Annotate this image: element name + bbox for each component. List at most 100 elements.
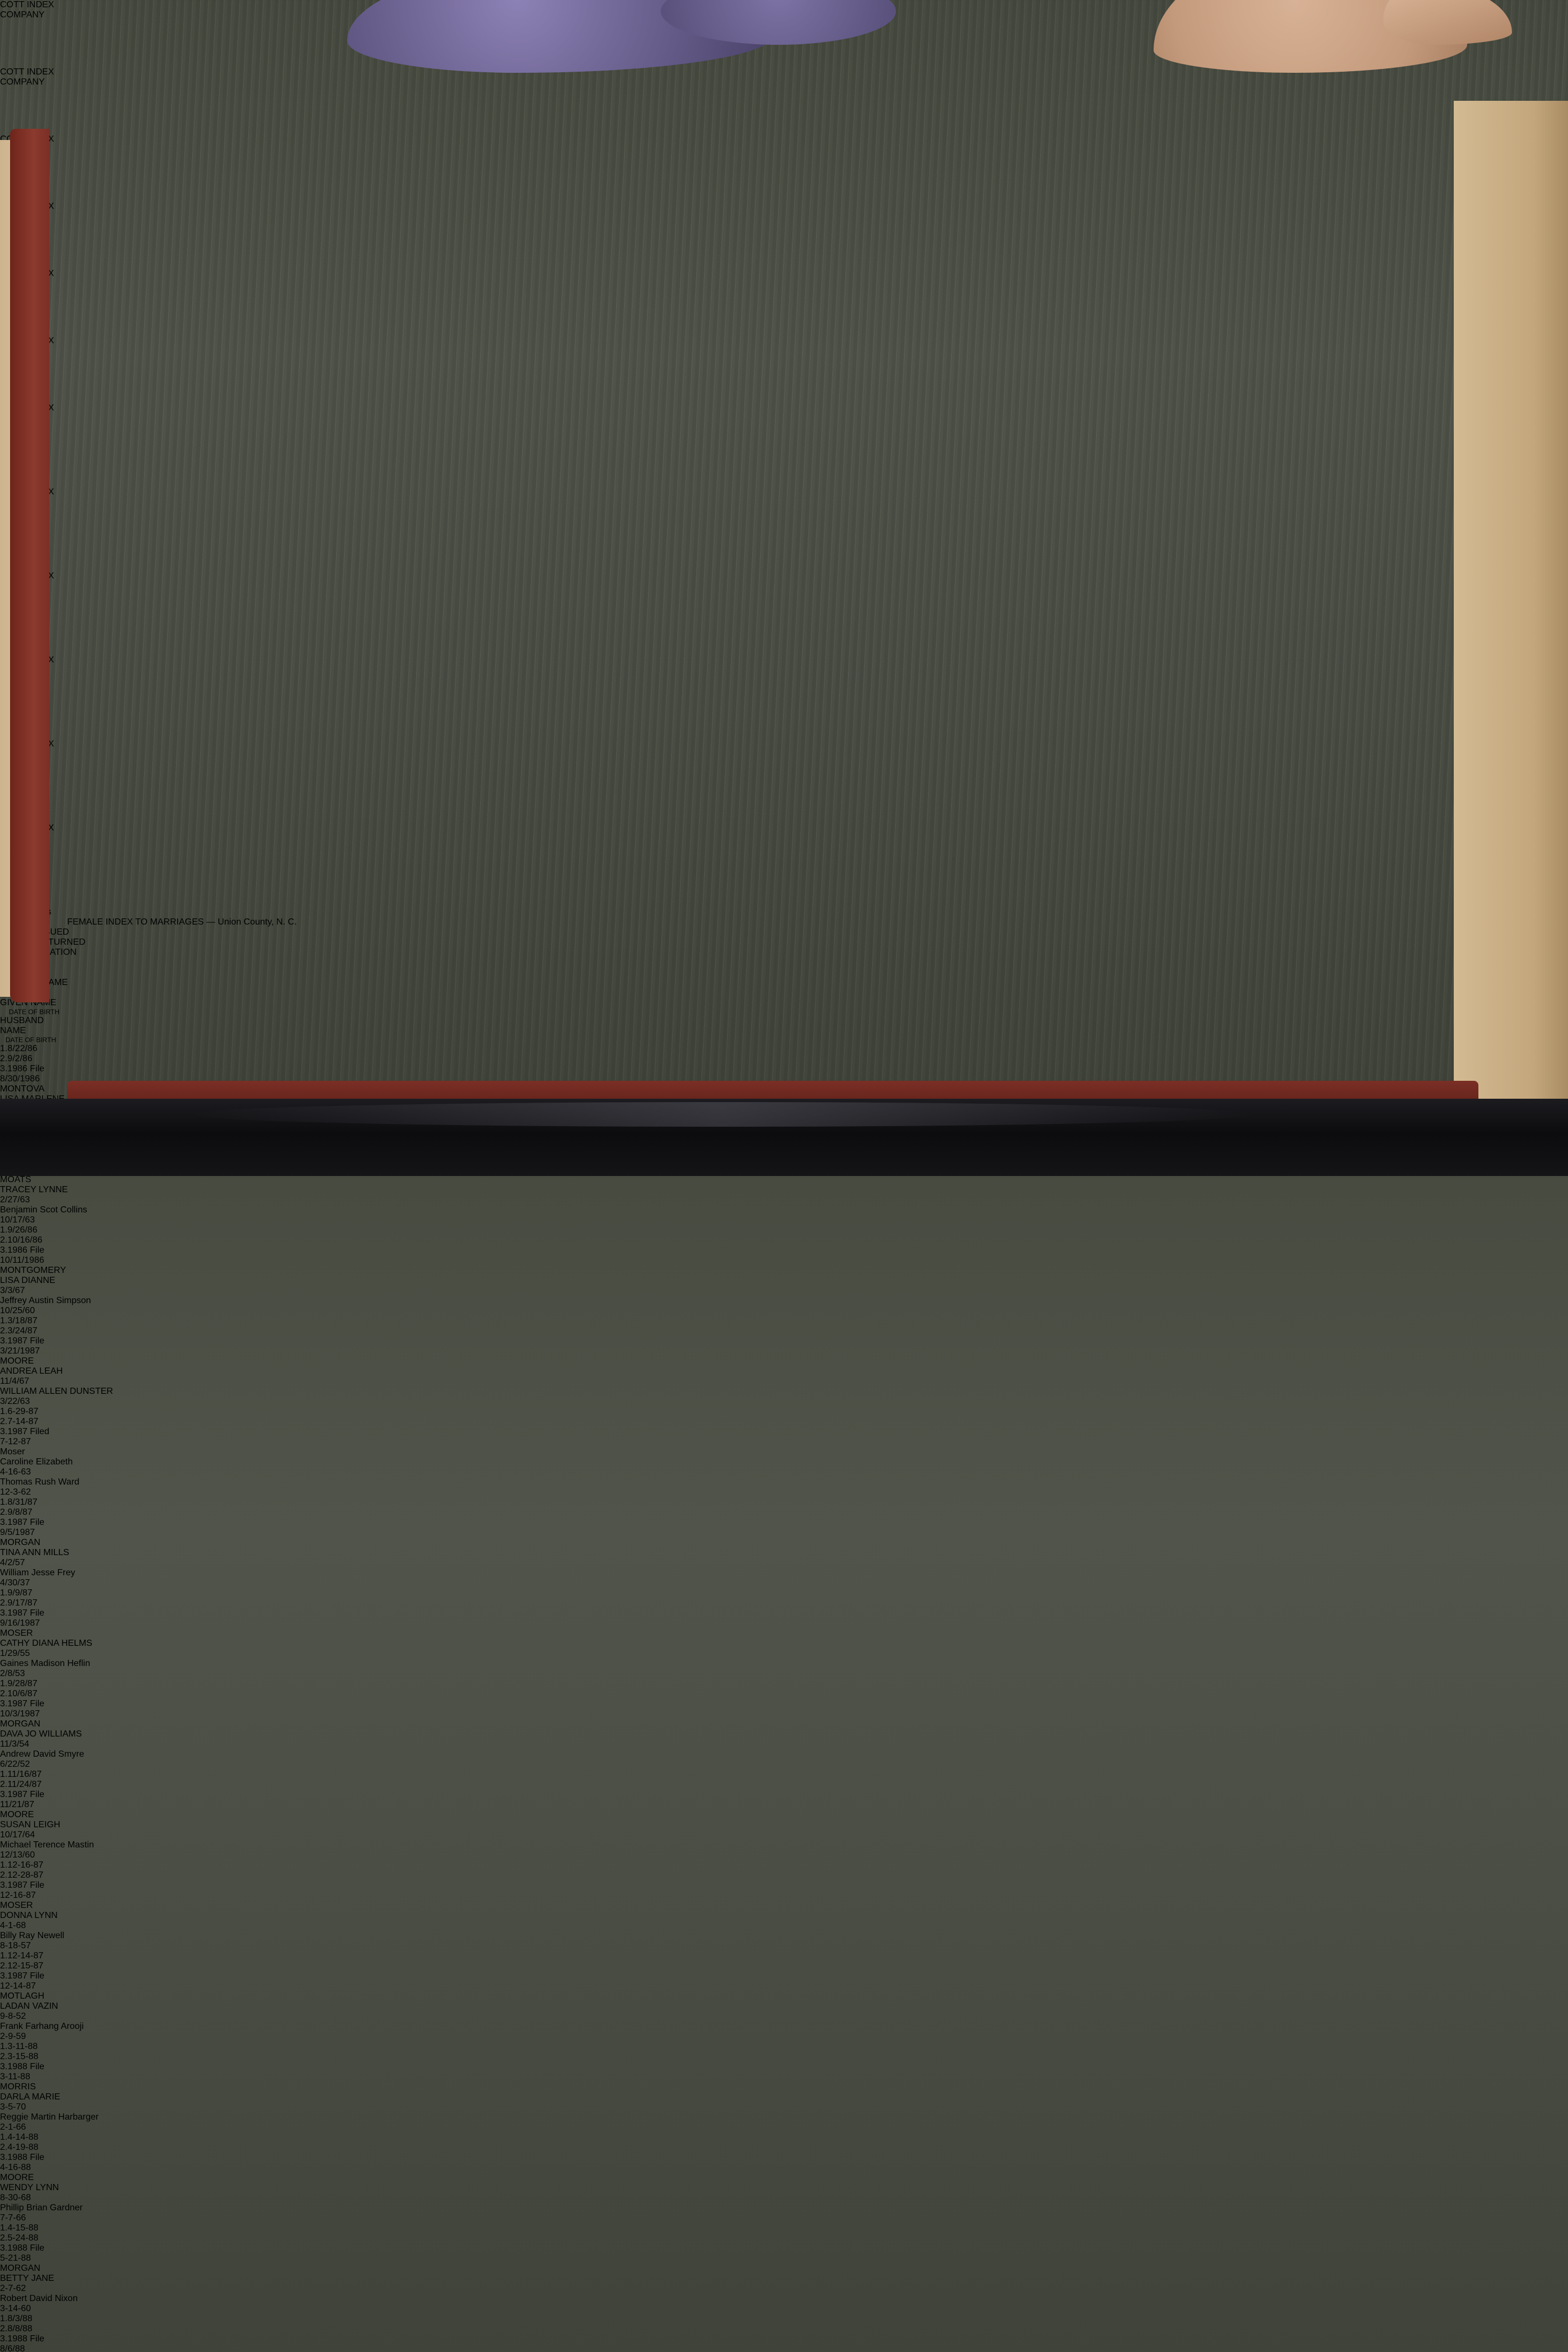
given-name-cell: DONNA LYNN bbox=[0, 1911, 58, 1920]
surname-cell: MOTLAGH bbox=[0, 1991, 45, 2001]
marriage-record-row: 1.4-15-88 2.5-24-88 3.1988 File 5-21-88 MORG… bbox=[0, 2223, 1568, 2314]
date-returned: 4-19-88 bbox=[7, 2143, 39, 2152]
wife-dob-cell: 4-1-68 bbox=[0, 1921, 26, 1930]
husband-dob-cell: 12/13/60 bbox=[0, 1850, 35, 1860]
wife-dob-cell: 4-16-63 bbox=[0, 1467, 31, 1477]
file-dates-cell: 1.4-15-88 2.5-24-88 3.1988 File bbox=[0, 2223, 45, 2253]
date-returned: 3/24/87 bbox=[7, 1326, 38, 1336]
husband-dob-cell: 10/17/63 bbox=[0, 1215, 35, 1225]
file-dates-cell: 1.8/22/862.9/2/863.1986 File bbox=[0, 1044, 1568, 1074]
table-highlight bbox=[190, 1102, 1254, 1127]
husband-dob-cell: 2-9-59 bbox=[0, 2032, 26, 2041]
husband-name-cell: Jeffrey Austin Simpson bbox=[0, 1296, 91, 1305]
husband-name-cell: Robert David Nixon bbox=[0, 2294, 78, 2303]
husband-name-cell: Michael Terence Mastin bbox=[0, 1840, 94, 1850]
file-dates-cell: 1.6-29-87 2.7-14-87 3.1987 Filed bbox=[0, 1407, 50, 1436]
husband-name-cell: WILLIAM ALLEN DUNSTER bbox=[0, 1387, 113, 1396]
file-dates-cell: 1.3-11-88 2.3-15-88 3.1988 File bbox=[0, 2042, 45, 2071]
file-location: 1988 File bbox=[7, 2062, 45, 2071]
husband-name-cell: Gaines Madison Heflin bbox=[0, 1659, 90, 1668]
wife-dob-cell: 9-8-52 bbox=[0, 2012, 26, 2021]
wife-dob-cell: 3/3/67 bbox=[0, 1286, 25, 1295]
marriage-record-row: 1.4-14-88 2.4-19-88 3.1988 File 4-16-88 MOOR… bbox=[0, 2132, 1568, 2223]
date-issued: 3/18/87 bbox=[7, 1316, 38, 1326]
date-issued: 9/9/87 bbox=[7, 1588, 32, 1598]
marriage-record-row: 1.3-11-88 2.3-15-88 3.1988 File 3-11-88 MORR… bbox=[0, 2042, 1568, 2132]
marriage-date-cell: 10/11/1986 bbox=[0, 1256, 44, 1265]
husband-name-cell: Billy Ray Newell bbox=[0, 1931, 64, 1940]
husband-dob-cell: 7-7-66 bbox=[0, 2213, 26, 2223]
date-returned: 12-15-87 bbox=[7, 1961, 44, 1971]
marriage-date-cell: 12-14-87 bbox=[0, 1981, 36, 1991]
given-name-cell: DAVA JO WILLIAMS bbox=[0, 1729, 82, 1739]
husband-dob-cell: 3/22/63 bbox=[0, 1397, 30, 1406]
marriage-date-cell: 8/6/88 bbox=[0, 2344, 25, 2352]
marriage-date-cell: 3-11-88 bbox=[0, 2072, 30, 2082]
file-dates-cell: 1.12-14-87 2.12-15-87 3.1987 File bbox=[0, 1951, 45, 1981]
husband-name-cell: William Jesse Frey bbox=[0, 1568, 76, 1578]
surname-cell: MOORE bbox=[0, 1356, 34, 1366]
given-name-cell: ANDREA LEAH bbox=[0, 1366, 63, 1376]
given-name-cell: LADAN VAZIN bbox=[0, 2001, 58, 2011]
wife-dob-cell: 3-5-70 bbox=[0, 2102, 26, 2112]
file-dates-cell: 1.8/31/87 2.9/8/87 3.1987 File bbox=[0, 1497, 45, 1527]
table-surface bbox=[0, 1099, 1568, 1176]
file-location: 1988 File bbox=[7, 2153, 45, 2162]
date-issued: 9/26/86 bbox=[7, 1225, 38, 1235]
marriage-records-table: 1.8/22/862.9/2/863.1986 File8/30/1986MON… bbox=[0, 1044, 1568, 2352]
husband-dob-cell: 2/8/53 bbox=[0, 1669, 25, 1678]
file-dates-cell: 1.8/3/88 2.8/8/88 3.1988 File bbox=[0, 2314, 45, 2344]
cott-index-company-seal: COTT INDEX COMPANY bbox=[0, 0, 67, 67]
given-name-cell: TINA ANN MILLS bbox=[0, 1548, 69, 1557]
date-returned: 10/16/86 bbox=[7, 1235, 43, 1245]
husband-name-cell: Benjamin Scot Collins bbox=[0, 1205, 87, 1215]
file-location: 1987 File bbox=[7, 1971, 45, 1981]
wife-dob-cell: 10/17/64 bbox=[0, 1830, 35, 1840]
marriage-date-cell: 3/21/1987 bbox=[0, 1346, 40, 1356]
date-issued: 12-14-87 bbox=[7, 1951, 44, 1961]
husband-dob-cell: 6/22/52 bbox=[0, 1760, 30, 1769]
date-returned: 9/8/87 bbox=[7, 1508, 32, 1517]
file-dates-cell: 1.11/16/87 2.11/24/87 3.1987 File bbox=[0, 1770, 45, 1799]
marriage-date-cell: 5-21-88 bbox=[0, 2253, 31, 2263]
marriage-record-row: 1.6-29-87 2.7-14-87 3.1987 Filed 7-12-87 Mos… bbox=[0, 1407, 1568, 1497]
given-name-cell: WENDY LYNN bbox=[0, 2183, 59, 2192]
husband-section-header: HUSBAND bbox=[0, 1016, 157, 1026]
page-title: FEMALE INDEX TO MARRIAGES — Union County… bbox=[67, 917, 1534, 927]
file-location: 1987 File bbox=[7, 1790, 45, 1799]
marriage-date-cell: 7-12-87 bbox=[0, 1437, 31, 1446]
marriage-date-cell: 4-16-88 bbox=[0, 2163, 31, 2172]
surname-cell: MONTOVA bbox=[0, 1084, 1568, 1094]
date-returned: 7-14-87 bbox=[7, 1417, 39, 1426]
wife-dob-cell: 2-7-62 bbox=[0, 2284, 26, 2293]
book-board-left bbox=[10, 129, 49, 1002]
file-dates-cell: 1.12-16-87 2.12-28-87 3.1987 File bbox=[0, 1860, 45, 1890]
wife-dob-cell: 4/2/57 bbox=[0, 1558, 25, 1567]
marriage-record-row: 1.12-14-87 2.12-15-87 3.1987 File 12-14-87 M… bbox=[0, 1951, 1568, 2042]
surname-cell: MOSER bbox=[0, 1628, 33, 1638]
seal-text: COTT INDEX COMPANY bbox=[0, 0, 67, 20]
file-dates-cell: 1.4-14-88 2.4-19-88 3.1988 File bbox=[0, 2132, 45, 2162]
file-location: 1987 File bbox=[7, 1518, 45, 1527]
wife-dob-cell: 1/29/55 bbox=[0, 1649, 30, 1658]
given-name-cell: CATHY DIANA HELMS bbox=[0, 1639, 92, 1648]
marriage-record-row: 1.3/18/87 2.3/24/87 3.1987 File 3/21/1987 MO… bbox=[0, 1316, 1568, 1407]
date-returned: 9/2/86 bbox=[7, 1054, 32, 1063]
seal-text: COTT INDEX COMPANY bbox=[0, 67, 67, 87]
surname-cell: MORGAN bbox=[0, 1538, 40, 1547]
wife-dob-cell: 11/3/54 bbox=[0, 1739, 30, 1749]
file-location: 1988 File bbox=[7, 2334, 45, 2344]
given-name-cell: TRACEY LYNNE bbox=[0, 1185, 68, 1194]
wife-dob-cell: 11/4/67 bbox=[0, 1376, 30, 1386]
date-returned: 3-15-88 bbox=[7, 2052, 39, 2061]
surname-cell: MORGAN bbox=[0, 2264, 40, 2273]
file-dates-cell: 1.9/9/87 2.9/17/87 3.1987 File bbox=[0, 1588, 45, 1618]
surname-cell: MONTGOMERY bbox=[0, 1266, 66, 1275]
marriage-date-cell: 10/3/1987 bbox=[0, 1709, 40, 1719]
surname-cell: MOATS bbox=[0, 1175, 31, 1184]
date-returned: 5-24-88 bbox=[7, 2233, 39, 2243]
file-dates-cell: 1.9/26/86 2.10/16/86 3.1986 File bbox=[0, 1225, 45, 1255]
carpet-background bbox=[0, 0, 1568, 1176]
date-issued: 11/16/87 bbox=[7, 1770, 42, 1779]
person-hand bbox=[1383, 0, 1512, 45]
